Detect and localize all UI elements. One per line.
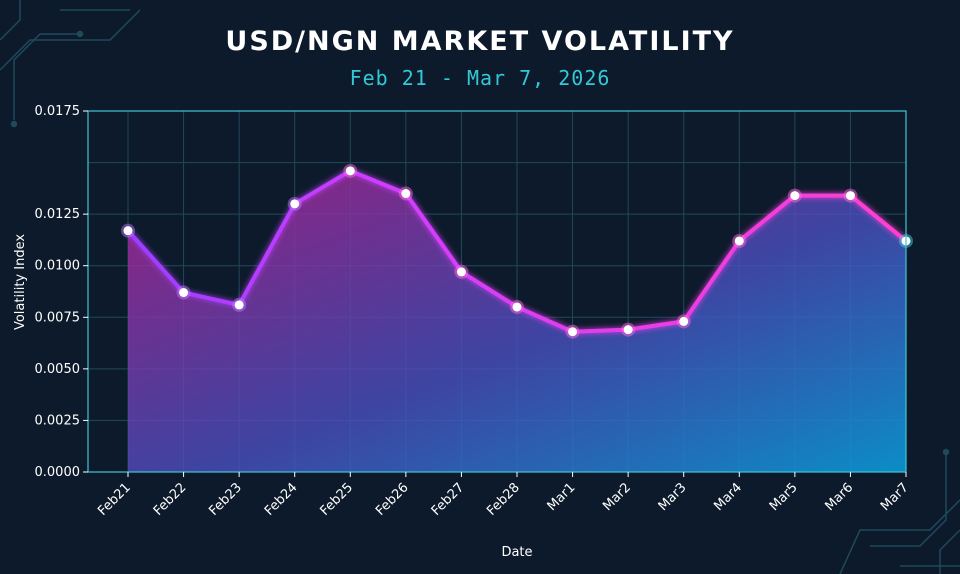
area-fill [128,170,906,472]
y-tick-label: 0.0125 [35,207,81,222]
x-tick-label: Mar6 [822,480,856,514]
x-tick-label: Mar1 [545,480,579,514]
x-tick-label: Feb26 [373,480,412,519]
y-tick-labels: 0.0000 0.0025 0.0050 0.0075 0.0100 0.0125 0.01… [35,104,88,480]
y-tick-label: 0.0100 [35,259,81,274]
x-tick-label: Mar5 [767,480,801,514]
area-fill-layer [128,170,906,472]
data-point-Feb27 [456,267,466,277]
data-point-Mar3 [679,316,689,326]
data-point-Feb24 [290,199,300,209]
x-tick-label: Feb23 [206,480,245,519]
y-axis-label: Volatility Index [13,234,28,330]
x-tick-label: Mar2 [600,480,634,514]
x-tick-label: Feb25 [318,480,357,519]
chart-title: USD/NGN MARKET VOLATILITY [225,26,735,57]
x-tick-label: Feb22 [151,480,190,519]
x-tick-label: Mar3 [656,480,690,514]
x-tick-label: Feb27 [429,480,468,519]
data-point-Feb28 [512,302,522,312]
data-point-Mar5 [790,191,800,201]
data-point-Mar6 [845,191,855,201]
data-point-Mar2 [623,325,633,335]
plot-frame [87,110,907,473]
chart-subtitle: Feb 21 - Mar 7, 2026 [349,66,611,90]
data-point-Feb23 [234,300,244,310]
x-tick-label: Mar4 [711,480,745,514]
data-point-Feb25 [345,166,355,176]
data-points-layer [121,163,913,339]
x-axis-label: Date [501,545,532,560]
data-point-Feb21 [123,226,133,236]
data-point-Mar4 [734,236,744,246]
x-tick-label: Feb28 [484,480,523,519]
data-point-Mar1 [568,327,578,337]
x-tick-labels: Feb21 Feb22 Feb23 Feb24 Feb25 Feb26 Feb27 Feb28… [95,472,912,519]
y-tick-label: 0.0175 [35,104,81,119]
y-tick-label: 0.0000 [35,465,81,480]
circuit-decoration-top-left [0,0,141,128]
y-tick-label: 0.0075 [35,310,81,325]
x-tick-label: Mar7 [878,480,912,514]
circuit-decoration-bottom-right [839,448,960,574]
data-point-Feb26 [401,189,411,199]
plot-border [87,110,907,473]
data-point-Feb22 [179,288,189,298]
x-tick-label: Feb24 [262,480,301,519]
x-tick-label: Feb21 [95,480,134,519]
y-tick-label: 0.0025 [35,413,81,428]
y-tick-label: 0.0050 [35,362,81,377]
